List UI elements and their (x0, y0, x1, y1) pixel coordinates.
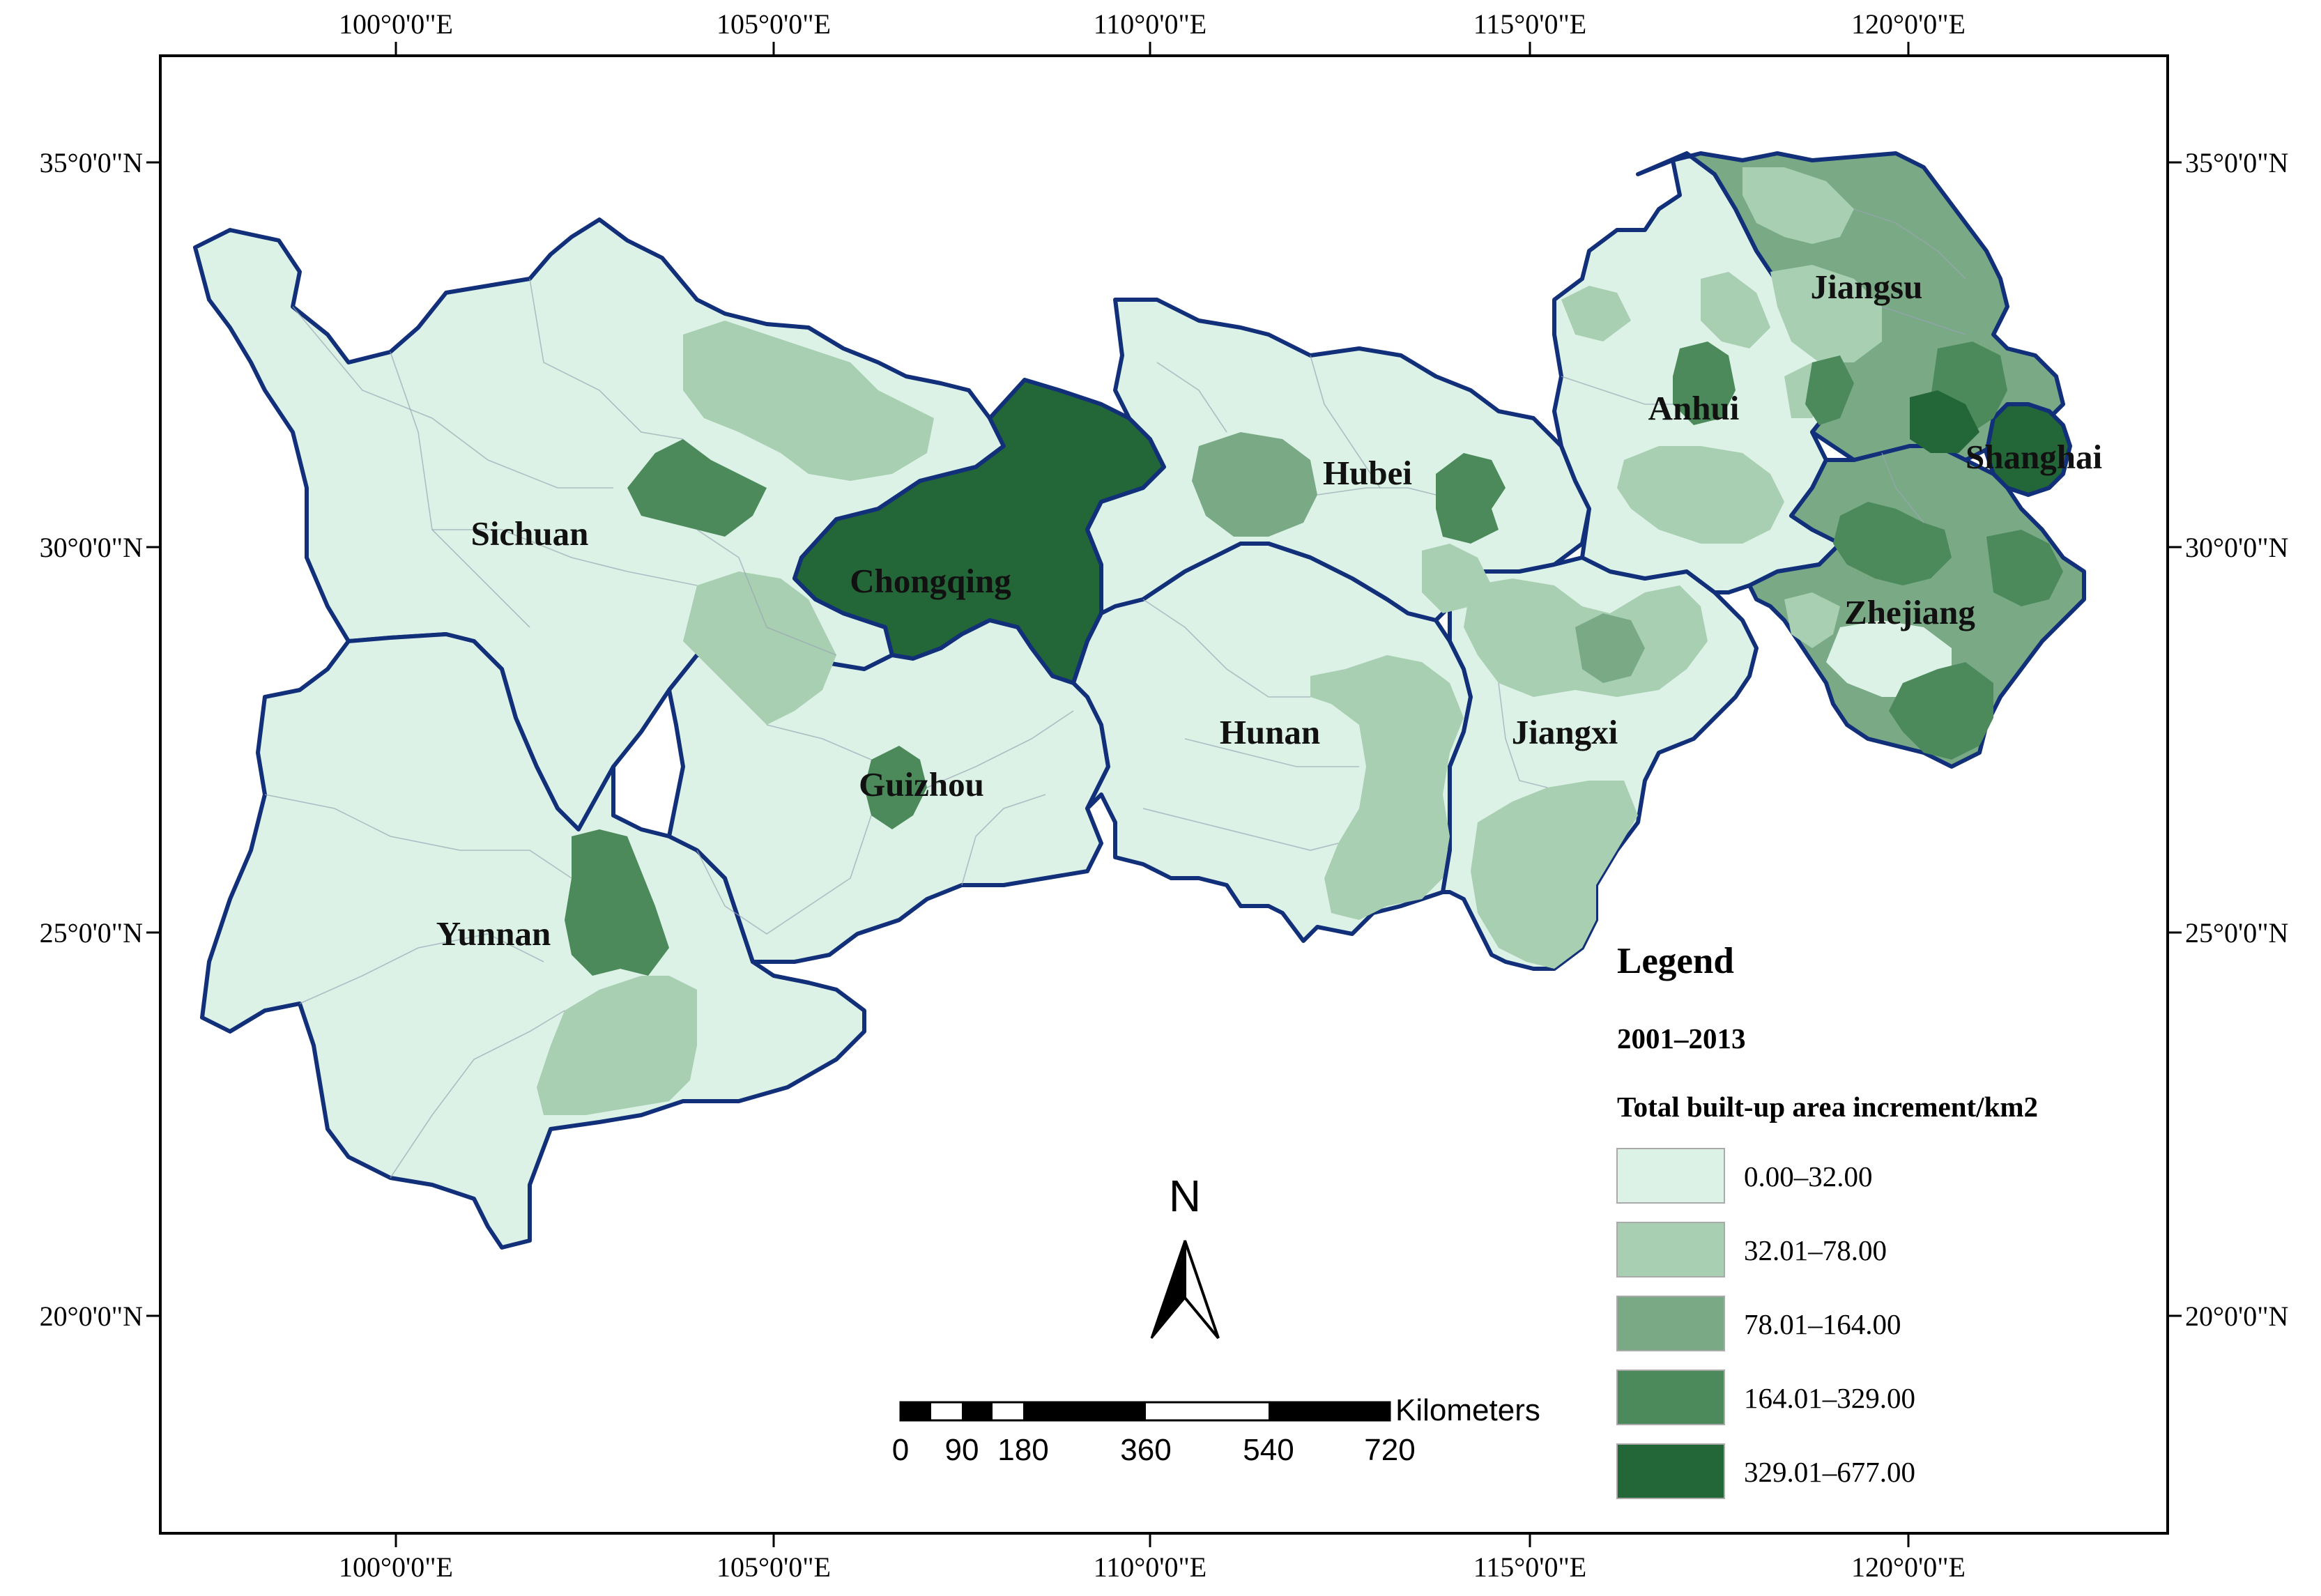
legend-title: Legend (1617, 941, 1734, 981)
longitude-labels-bottom: 100°0'0"E 105°0'0"E 110°0'0"E 115°0'0"E … (339, 1551, 1966, 1583)
lon-label: 115°0'0"E (1473, 8, 1586, 40)
prefecture-boundaries (264, 208, 1966, 1179)
scale-tick: 0 (892, 1433, 909, 1467)
label-sichuan: Sichuan (471, 514, 589, 553)
lon-label: 115°0'0"E (1473, 1551, 1586, 1583)
label-jiangsu: Jiangsu (1811, 268, 1923, 306)
legend-class-label: 78.01–164.00 (1744, 1308, 1901, 1340)
scale-tick: 360 (1120, 1433, 1171, 1467)
label-zhejiang: Zhejiang (1844, 593, 1975, 631)
lat-label: 20°0'0"N (2185, 1300, 2288, 1332)
latitude-labels-right: 35°0'0"N 30°0'0"N 25°0'0"N 20°0'0"N (2185, 147, 2288, 1332)
legend-variable: Total built-up area increment/km2 (1617, 1091, 2038, 1123)
legend-class-label: 32.01–78.00 (1744, 1234, 1887, 1266)
north-arrow-label: N (1169, 1171, 1201, 1221)
lat-label: 35°0'0"N (2185, 147, 2288, 178)
province-zhejiang[interactable] (1747, 444, 2086, 769)
label-jiangxi: Jiangxi (1512, 713, 1618, 751)
legend-swatch (1616, 1148, 1725, 1204)
legend-class-label: 0.00–32.00 (1744, 1160, 1873, 1192)
legend-class-label: 329.01–677.00 (1744, 1456, 1915, 1488)
scale-unit: Kilometers (1395, 1393, 1540, 1427)
lat-label: 30°0'0"N (2185, 532, 2288, 563)
scale-tick: 90 (945, 1433, 979, 1467)
lat-label: 25°0'0"N (40, 917, 143, 949)
label-anhui: Anhui (1648, 389, 1740, 427)
scale-tick: 720 (1364, 1433, 1415, 1467)
legend-swatch (1616, 1369, 1725, 1425)
legend-swatch (1616, 1222, 1725, 1277)
north-arrow: N (1150, 1171, 1220, 1340)
lon-label: 100°0'0"E (339, 8, 453, 40)
label-chongqing: Chongqing (850, 562, 1011, 600)
label-hubei: Hubei (1323, 454, 1412, 492)
scale-segment (1269, 1402, 1390, 1420)
province-labels: Sichuan Chongqing Yunnan Guizhou Hubei H… (436, 268, 2102, 953)
legend: Legend 2001–2013 Total built-up area inc… (1616, 941, 2038, 1499)
scale-segment (901, 1402, 931, 1420)
lon-label: 120°0'0"E (1851, 1551, 1966, 1583)
legend-period: 2001–2013 (1617, 1022, 1746, 1054)
legend-class-label: 164.01–329.00 (1744, 1382, 1915, 1414)
lat-label: 25°0'0"N (2185, 917, 2288, 949)
prefecture-shading (537, 167, 2063, 1115)
province-yunnan[interactable] (200, 632, 866, 1250)
longitude-labels-top: 100°0'0"E 105°0'0"E 110°0'0"E 115°0'0"E … (339, 8, 1966, 40)
label-hunan: Hunan (1220, 713, 1320, 751)
graticule-ticks (146, 42, 2182, 1547)
lat-label: 20°0'0"N (40, 1300, 143, 1332)
scale-segment (962, 1402, 993, 1420)
lon-label: 110°0'0"E (1094, 1551, 1207, 1583)
lon-label: 105°0'0"E (717, 1551, 831, 1583)
scale-segment (1023, 1402, 1146, 1420)
lat-label: 30°0'0"N (40, 532, 143, 563)
lon-label: 100°0'0"E (339, 1551, 453, 1583)
legend-swatch (1616, 1443, 1725, 1499)
lon-label: 120°0'0"E (1851, 8, 1966, 40)
scale-tick: 180 (997, 1433, 1048, 1467)
legend-swatch (1616, 1296, 1725, 1351)
latitude-labels-left: 35°0'0"N 30°0'0"N 25°0'0"N 20°0'0"N (40, 147, 143, 1332)
lat-label: 35°0'0"N (40, 147, 143, 178)
label-guizhou: Guizhou (859, 765, 984, 804)
scale-tick: 540 (1243, 1433, 1294, 1467)
lon-label: 110°0'0"E (1094, 8, 1207, 40)
scale-bar: Kilometers 0 90 180 360 540 720 (892, 1393, 1540, 1467)
label-shanghai: Shanghai (1966, 438, 2102, 476)
lon-label: 105°0'0"E (717, 8, 831, 40)
label-yunnan: Yunnan (436, 914, 551, 953)
north-arrow-right-half (1184, 1240, 1220, 1340)
